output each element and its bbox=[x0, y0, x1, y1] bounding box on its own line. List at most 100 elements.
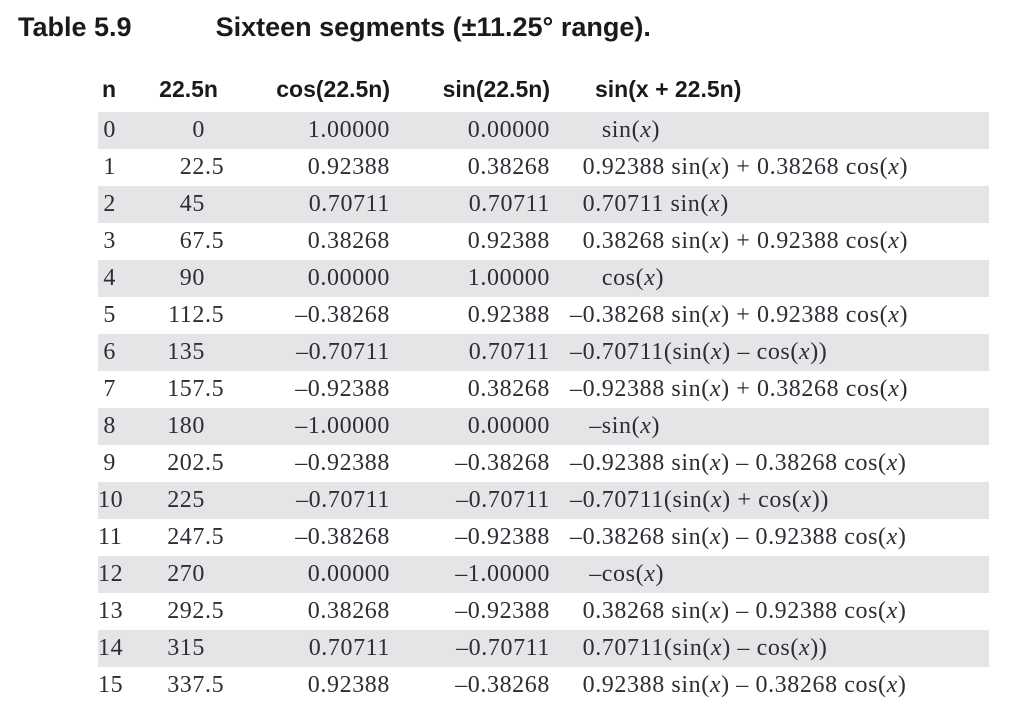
cell-expr: –0.38268 sin(x) + 0.92388 cos(x) bbox=[570, 302, 909, 328]
cell-cos: 0.38268 bbox=[307, 598, 390, 624]
cell-deg: 67.5 bbox=[179, 228, 225, 254]
cell-cos: 0.00000 bbox=[307, 561, 390, 587]
cell-cos: –1.00000 bbox=[295, 413, 390, 439]
cell-sin: –0.92388 bbox=[455, 598, 550, 624]
cell-cos: –0.38268 bbox=[295, 302, 390, 328]
cell-cos: 0.70711 bbox=[308, 635, 390, 661]
cell-n: 14 bbox=[98, 635, 124, 661]
cell-sin: 0.70711 bbox=[468, 339, 550, 365]
cell-deg: 292.5 bbox=[167, 598, 225, 624]
cell-expr: –0.92388 sin(x) + 0.38268 cos(x) bbox=[582, 154, 909, 180]
cell-expr: –0.92388 sin(x) – 0.38268 cos(x) bbox=[570, 450, 907, 476]
col-header-cos: cos(22.5n) bbox=[276, 76, 390, 102]
cell-sin: 0.70711 bbox=[468, 191, 550, 217]
cell-sin: –0.38268 bbox=[455, 450, 550, 476]
cell-sin: 0.00000 bbox=[467, 413, 550, 439]
cell-deg: 0 bbox=[192, 117, 205, 143]
cell-deg: 90 bbox=[179, 265, 205, 291]
table-caption: Sixteen segments (±11.25° range). bbox=[215, 12, 651, 42]
cell-n: 5 bbox=[103, 302, 116, 328]
table-header: n 22.5n cos(22.5n) sin(22.5n) sin(x + 22… bbox=[98, 56, 989, 112]
cell-deg: 112.5 bbox=[168, 302, 225, 328]
cell-n: 11 bbox=[98, 524, 123, 550]
cell-deg: 337.5 bbox=[167, 672, 225, 698]
cell-sin: 0.38268 bbox=[467, 154, 550, 180]
cell-sin: 0.00000 bbox=[467, 117, 550, 143]
col-header-sin: sin(22.5n) bbox=[442, 76, 550, 102]
cell-n: 1 bbox=[103, 154, 116, 180]
cell-cos: 0.92388 bbox=[307, 672, 390, 698]
cell-cos: –0.92388 bbox=[295, 450, 390, 476]
cell-deg: 270 bbox=[167, 561, 205, 587]
cell-cos: –0.70711 bbox=[296, 339, 390, 365]
cell-expr: –0.38268 sin(x) – 0.92388 cos(x) bbox=[582, 598, 907, 624]
table-title: Table 5.9 Sixteen segments (±11.25° rang… bbox=[18, 12, 651, 43]
cell-expr: –0.70711(sin(x) – cos(x)) bbox=[570, 339, 828, 365]
cell-expr: –0.38268 sin(x) – 0.92388 cos(x) bbox=[570, 524, 907, 550]
table-row: 1 22.5 0.92388 0.38268 –0.92388 sin(x) + 0.3… bbox=[98, 149, 989, 186]
col-header-deg: 22.5n bbox=[159, 76, 218, 102]
cell-cos: –0.92388 bbox=[295, 376, 390, 402]
cell-sin: 0.92388 bbox=[467, 302, 550, 328]
cell-n: 6 bbox=[103, 339, 116, 365]
cell-cos: 0.38268 bbox=[307, 228, 390, 254]
cell-cos: 1.00000 bbox=[307, 117, 390, 143]
cell-n: 13 bbox=[98, 598, 124, 624]
table-row: 2 45 0.70711 0.70711 –0.70711 sin(x) bbox=[98, 186, 989, 223]
cell-deg: 45 bbox=[179, 191, 205, 217]
table-row: 3 67.5 0.38268 0.92388 –0.38268 sin(x) + 0.9… bbox=[98, 223, 989, 260]
cell-n: 8 bbox=[103, 413, 116, 439]
cell-cos: 0.00000 bbox=[307, 265, 390, 291]
cell-expr: –0.cos(x) bbox=[601, 265, 665, 291]
cell-n: 4 bbox=[103, 265, 116, 291]
cell-deg: 202.5 bbox=[167, 450, 225, 476]
table-row: 10 225 –0.70711 –0.70711 –0.70711(sin(x) + c… bbox=[98, 482, 989, 519]
table-row: 6 135 –0.70711 0.70711 –0.70711(sin(x) – cos… bbox=[98, 334, 989, 371]
table-row: 8 180 –1.00000 0.00000 0.–sin(x) bbox=[98, 408, 989, 445]
cell-sin: 0.38268 bbox=[467, 376, 550, 402]
cell-cos: –0.38268 bbox=[295, 524, 390, 550]
cell-expr: –0.70711 sin(x) bbox=[582, 191, 729, 217]
cell-cos: 0.70711 bbox=[308, 191, 390, 217]
col-header-n: n bbox=[101, 76, 116, 102]
cell-cos: –0.70711 bbox=[296, 487, 390, 513]
table-row: 13 292.5 0.38268 –0.92388 –0.38268 sin(x) – … bbox=[98, 593, 989, 630]
table-row: 15 337.5 0.92388 –0.38268 –0.92388 sin(x) – … bbox=[98, 667, 989, 704]
cell-deg: 135 bbox=[167, 339, 205, 365]
cell-expr: –0.70711(sin(x) + cos(x)) bbox=[570, 487, 829, 513]
table-row: 4 90 0.00000 1.00000 –0.cos(x) bbox=[98, 260, 989, 297]
cell-expr: –0.38268 sin(x) + 0.92388 cos(x) bbox=[582, 228, 909, 254]
cell-expr: 0.–sin(x) bbox=[589, 413, 661, 439]
cell-sin: –0.70711 bbox=[456, 487, 550, 513]
table-row: 12 270 0.00000 –1.00000 0.–cos(x) bbox=[98, 556, 989, 593]
cell-n: 15 bbox=[98, 672, 124, 698]
cell-deg: 157.5 bbox=[167, 376, 225, 402]
table-row: 11 247.5 –0.38268 –0.92388 –0.38268 sin(x) –… bbox=[98, 519, 989, 556]
cell-deg: 22.5 bbox=[179, 154, 225, 180]
cell-sin: –0.38268 bbox=[455, 672, 550, 698]
table-row: 7 157.5 –0.92388 0.38268 –0.92388 sin(x) + 0… bbox=[98, 371, 989, 408]
cell-deg: 225 bbox=[167, 487, 205, 513]
cell-expr: –0.70711(sin(x) – cos(x)) bbox=[582, 635, 828, 661]
cell-expr: –0.92388 sin(x) + 0.38268 cos(x) bbox=[570, 376, 909, 402]
cell-sin: –0.92388 bbox=[455, 524, 550, 550]
table-row: 5 112.5 –0.38268 0.92388 –0.38268 sin(x) + 0… bbox=[98, 297, 989, 334]
cell-n: 0 bbox=[103, 117, 116, 143]
segments-table: n 22.5n cos(22.5n) sin(22.5n) sin(x + 22… bbox=[98, 56, 989, 704]
table-row: 0 0 1.00000 0.00000 –0.sin(x) bbox=[98, 112, 989, 149]
cell-n: 9 bbox=[103, 450, 116, 476]
cell-n: 3 bbox=[103, 228, 116, 254]
cell-n: 12 bbox=[98, 561, 124, 587]
cell-expr: –0.sin(x) bbox=[601, 117, 661, 143]
cell-sin: –0.70711 bbox=[456, 635, 550, 661]
cell-expr: –0.92388 sin(x) – 0.38268 cos(x) bbox=[582, 672, 907, 698]
cell-n: 7 bbox=[103, 376, 116, 402]
table-row: 9 202.5 –0.92388 –0.38268 –0.92388 sin(x) – … bbox=[98, 445, 989, 482]
cell-cos: 0.92388 bbox=[307, 154, 390, 180]
cell-sin: 1.00000 bbox=[467, 265, 550, 291]
cell-sin: 0.92388 bbox=[467, 228, 550, 254]
cell-n: 2 bbox=[103, 191, 116, 217]
cell-deg: 247.5 bbox=[167, 524, 225, 550]
cell-deg: 180 bbox=[167, 413, 205, 439]
